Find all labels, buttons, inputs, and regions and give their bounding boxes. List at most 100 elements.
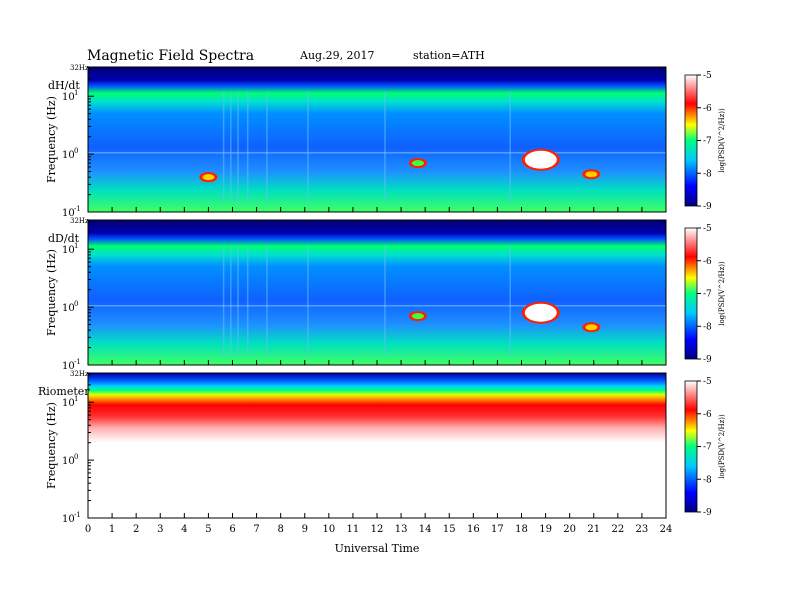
panel-label: dH/dt: [48, 79, 80, 92]
colorbar-tick-label: -7: [703, 137, 712, 147]
colorbar-tick-label: -8: [703, 322, 712, 332]
colorbar-tick-label: -8: [703, 169, 712, 179]
colorbar-tick-label: -7: [703, 290, 712, 300]
y-tick-label: 10: [62, 303, 75, 314]
power-feature: [202, 174, 215, 181]
y-top-label: 32Hz: [70, 64, 89, 72]
colorbar: [684, 227, 698, 360]
y-tick-label: 10: [62, 92, 75, 103]
x-tick-label: 17: [491, 524, 504, 535]
x-tick-label: 10: [322, 524, 335, 535]
spectrogram-image: [88, 67, 666, 212]
y-tick-exponent: -1: [74, 358, 81, 366]
spectral-streak: [237, 92, 239, 202]
spectrogram-image: [88, 373, 666, 518]
x-tick-label: 6: [229, 524, 235, 535]
spectral-streak: [246, 92, 249, 202]
spectral-streak: [266, 92, 268, 202]
colorbar-tick-label: -7: [703, 443, 712, 453]
x-axis-label: Universal Time: [335, 542, 420, 555]
spectral-streak: [509, 92, 511, 202]
power-feature: [524, 150, 557, 169]
x-tick-label: 0: [85, 524, 91, 535]
power-feature: [411, 313, 424, 320]
x-tick-label: 3: [157, 524, 163, 535]
y-tick-label: 10: [62, 514, 75, 525]
power-feature: [585, 171, 598, 178]
time-axis: 0 1 2 3 4 5 6 7 8 9 10 11 12 13 14 15 16 17 18 19 20 21 22 23 24: [85, 207, 672, 535]
colorbar-tick-label: -6: [703, 104, 712, 114]
x-tick-label: 15: [443, 524, 456, 535]
x-tick-label: 22: [611, 524, 624, 535]
power-feature: [524, 303, 557, 322]
y-axis-label: Frequency (Hz): [45, 402, 58, 489]
colorbar-tick-label: -5: [703, 71, 712, 81]
y-tick-exponent: -1: [74, 511, 81, 519]
colorbar: [684, 74, 698, 207]
y-tick-exponent: 1: [74, 395, 78, 403]
y-tick-exponent: 1: [74, 242, 78, 250]
y-top-label: 32Hz: [70, 217, 89, 225]
y-tick-exponent: 1: [74, 89, 78, 97]
spectral-streak: [237, 245, 239, 355]
y-tick-label: 10: [62, 456, 75, 467]
spectral-streak: [307, 92, 309, 202]
y-axis-label: Frequency (Hz): [45, 96, 58, 183]
y-top-label: 32Hz: [70, 370, 89, 378]
y-tick-exponent: 0: [74, 147, 78, 155]
colorbar-label: log(PSD(V^2/Hz)): [718, 414, 726, 479]
x-tick-label: 13: [395, 524, 408, 535]
x-tick-label: 11: [347, 524, 360, 535]
x-tick-label: 23: [636, 524, 649, 535]
x-tick-label: 16: [467, 524, 480, 535]
y-tick-label: 10: [62, 150, 75, 161]
x-tick-label: 21: [587, 524, 600, 535]
y-tick-exponent: 0: [74, 453, 78, 461]
y-tick-label: 10: [62, 398, 75, 409]
spectral-streak: [230, 92, 232, 202]
spectral-streak: [246, 245, 249, 355]
x-tick-label: 19: [539, 524, 552, 535]
x-tick-label: 2: [133, 524, 139, 535]
colorbar-label: log(PSD(V^2/Hz)): [718, 108, 726, 173]
spectral-streak: [222, 92, 225, 202]
y-tick-exponent: 0: [74, 300, 78, 308]
colorbar-label: log(PSD(V^2/Hz)): [718, 261, 726, 326]
x-tick-label: 12: [371, 524, 384, 535]
colorbar-tick-label: -9: [703, 355, 712, 365]
x-tick-label: 4: [181, 524, 187, 535]
x-tick-label: 20: [563, 524, 576, 535]
spectrogram-image: [88, 220, 666, 365]
colorbar-tick-label: -6: [703, 257, 712, 267]
colorbar-tick-label: -9: [703, 508, 712, 518]
spectral-streak: [266, 245, 268, 355]
x-tick-label: 14: [419, 524, 432, 535]
spectral-streak: [307, 245, 309, 355]
x-tick-label: 7: [253, 524, 259, 535]
panel-label: Riometer: [38, 385, 90, 398]
y-tick-label: 10: [62, 208, 75, 219]
power-feature: [411, 160, 424, 167]
spectral-streak: [222, 245, 225, 355]
colorbar-tick-label: -5: [703, 377, 712, 387]
spectral-streak: [384, 92, 386, 202]
spectral-streak: [509, 245, 511, 355]
y-tick-label: 10: [62, 245, 75, 256]
date-label: Aug.29, 2017: [299, 49, 375, 62]
y-tick-label: 10: [62, 361, 75, 372]
y-tick-exponent: -1: [74, 205, 81, 213]
power-feature: [585, 324, 598, 331]
figure-title: Magnetic Field Spectra: [87, 48, 254, 64]
colorbar-tick-label: -9: [703, 202, 712, 212]
colorbar-tick-label: -6: [703, 410, 712, 420]
panel-label: dD/dt: [48, 232, 80, 245]
x-tick-label: 8: [277, 524, 283, 535]
x-tick-label: 9: [302, 524, 308, 535]
station-label: station=ATH: [413, 49, 485, 62]
spectral-streak: [384, 245, 386, 355]
x-tick-label: 5: [205, 524, 211, 535]
